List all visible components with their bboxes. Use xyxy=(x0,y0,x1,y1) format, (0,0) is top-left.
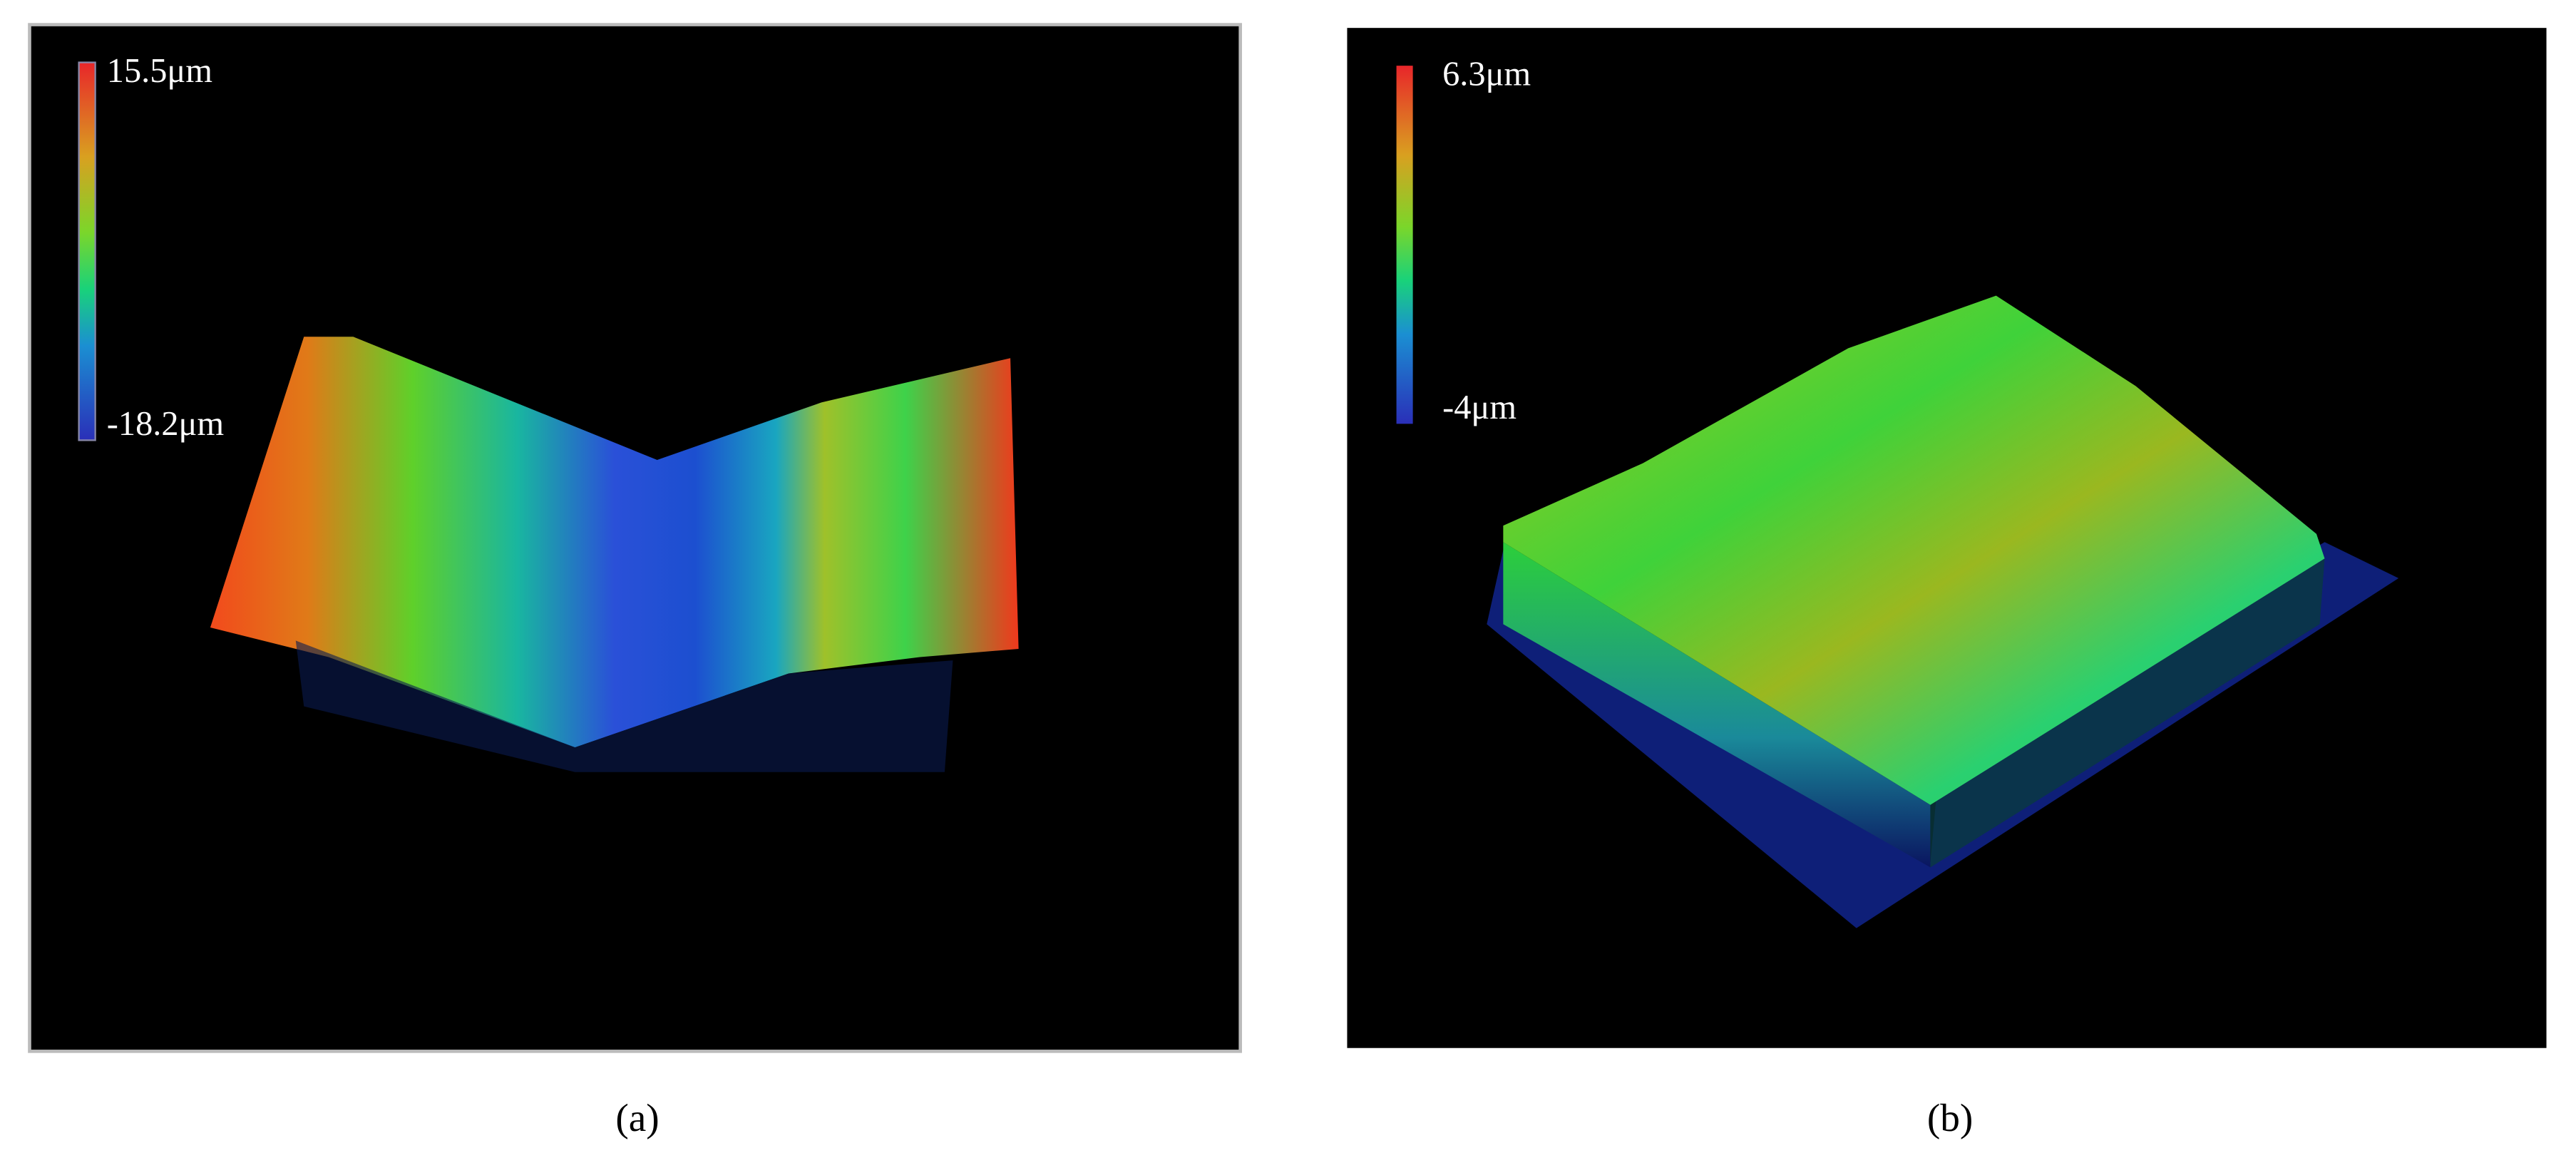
caption-a: (a) xyxy=(615,1096,659,1139)
scale-max-b: 6.3μm xyxy=(1442,55,1531,93)
scale-max-a: 15.5μm xyxy=(107,52,212,90)
color-scale-a xyxy=(78,61,96,441)
scale-min-b: -4μm xyxy=(1442,389,1517,426)
surface-a-shadow xyxy=(295,640,953,772)
surface-b-skirt-side xyxy=(1930,558,2325,868)
surface-a xyxy=(210,337,1019,748)
color-scale-b xyxy=(1396,66,1413,424)
surface-b xyxy=(1503,295,2325,805)
caption-b: (b) xyxy=(1927,1096,1973,1139)
surface-b-skirt xyxy=(1503,542,1931,868)
scale-min-a: -18.2μm xyxy=(107,405,224,443)
